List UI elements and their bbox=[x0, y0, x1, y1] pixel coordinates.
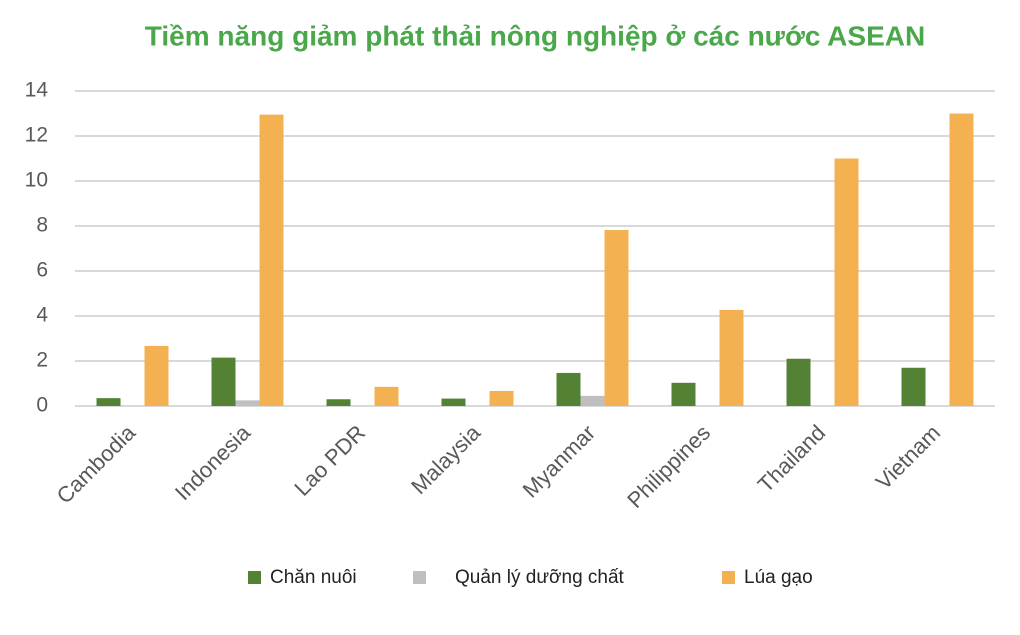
legend-swatch bbox=[722, 571, 735, 584]
y-tick-label: 10 bbox=[25, 169, 48, 192]
legend-label: Chăn nuôi bbox=[270, 567, 357, 588]
bar bbox=[96, 398, 121, 406]
x-tick-label: Myanmar bbox=[518, 420, 601, 503]
bar bbox=[580, 395, 605, 406]
bar bbox=[374, 386, 399, 406]
bar bbox=[786, 358, 811, 406]
x-tick-label: Cambodia bbox=[52, 419, 141, 508]
bar bbox=[326, 399, 351, 406]
bar bbox=[949, 113, 974, 406]
chart-title: Tiềm năng giảm phát thải nông nghiệp ở c… bbox=[145, 20, 925, 51]
legend-swatch bbox=[248, 571, 261, 584]
bar bbox=[259, 114, 284, 406]
x-tick-label: Lao PDR bbox=[289, 420, 370, 501]
bar bbox=[144, 345, 169, 406]
y-tick-label: 8 bbox=[36, 214, 48, 237]
bar bbox=[671, 382, 696, 406]
bar bbox=[834, 158, 859, 406]
legend-label: Quản lý dưỡng chất bbox=[455, 567, 625, 588]
bar bbox=[441, 398, 466, 406]
y-tick-label: 4 bbox=[36, 304, 48, 327]
bar bbox=[604, 230, 629, 406]
bar bbox=[235, 400, 260, 406]
x-tick-label: Vietnam bbox=[871, 420, 945, 494]
bar bbox=[556, 372, 581, 406]
y-tick-label: 0 bbox=[36, 394, 48, 417]
x-tick-label: Philippines bbox=[622, 420, 715, 513]
x-tick-label: Malaysia bbox=[406, 419, 486, 499]
bar bbox=[719, 309, 744, 406]
legend-label: Lúa gạo bbox=[744, 567, 813, 588]
bar bbox=[901, 367, 926, 406]
bar bbox=[489, 390, 514, 406]
y-tick-label: 14 bbox=[25, 79, 49, 102]
x-tick-label: Thailand bbox=[753, 420, 830, 497]
y-tick-label: 6 bbox=[36, 259, 48, 282]
y-tick-label: 2 bbox=[36, 349, 48, 372]
y-tick-label: 12 bbox=[25, 124, 48, 147]
legend-swatch bbox=[413, 571, 426, 584]
x-tick-label: Indonesia bbox=[170, 419, 256, 505]
bar bbox=[211, 357, 236, 406]
